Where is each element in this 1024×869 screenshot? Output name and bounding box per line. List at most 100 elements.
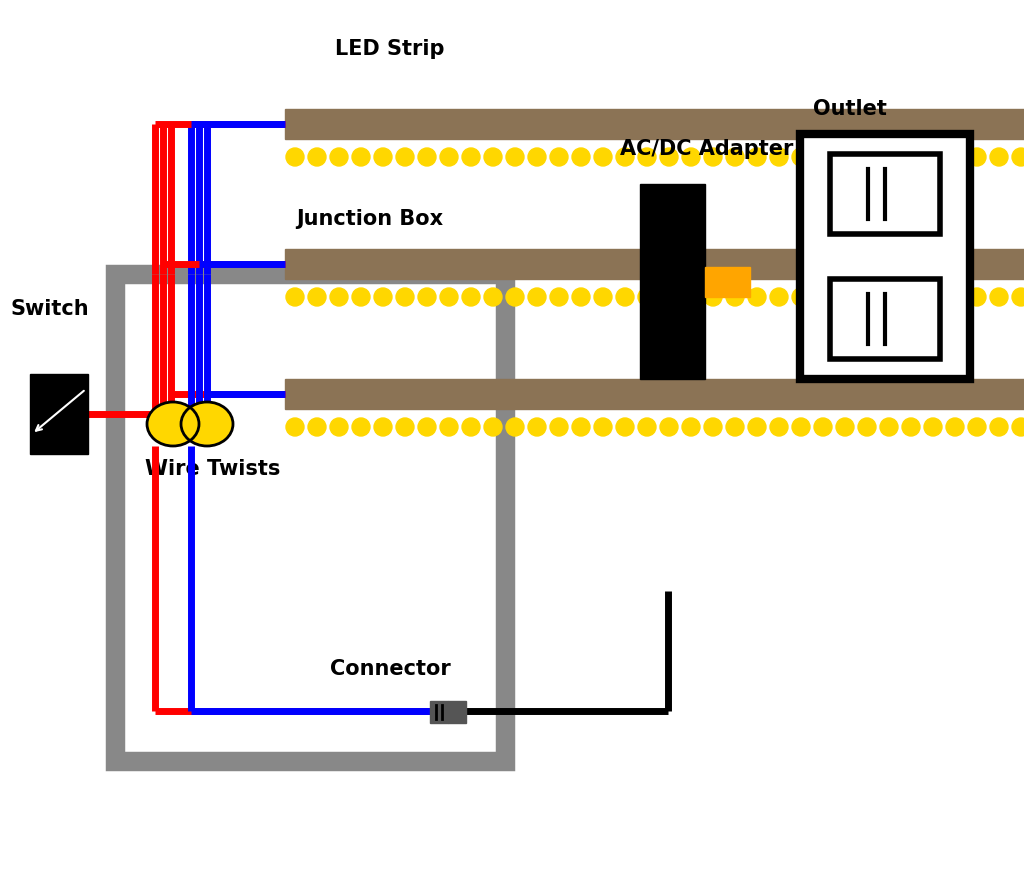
Bar — [705, 267, 750, 297]
Ellipse shape — [748, 418, 766, 436]
Bar — [830, 154, 940, 234]
Ellipse shape — [748, 148, 766, 166]
Ellipse shape — [594, 148, 612, 166]
Ellipse shape — [946, 148, 964, 166]
Ellipse shape — [440, 148, 458, 166]
Ellipse shape — [374, 148, 392, 166]
Ellipse shape — [550, 288, 568, 306]
Text: LED Strip: LED Strip — [335, 39, 444, 59]
Ellipse shape — [726, 148, 744, 166]
Ellipse shape — [572, 148, 590, 166]
Ellipse shape — [308, 418, 326, 436]
Ellipse shape — [770, 418, 788, 436]
Ellipse shape — [330, 288, 348, 306]
Bar — [449, 701, 466, 723]
Ellipse shape — [528, 418, 546, 436]
Ellipse shape — [147, 402, 199, 446]
Ellipse shape — [902, 418, 920, 436]
Ellipse shape — [858, 288, 876, 306]
Ellipse shape — [418, 148, 436, 166]
Bar — [285, 379, 1024, 409]
Ellipse shape — [1012, 148, 1024, 166]
Ellipse shape — [924, 288, 942, 306]
Bar — [30, 374, 88, 454]
Ellipse shape — [924, 418, 942, 436]
Ellipse shape — [924, 148, 942, 166]
Ellipse shape — [1012, 418, 1024, 436]
Ellipse shape — [880, 288, 898, 306]
Ellipse shape — [506, 288, 524, 306]
Ellipse shape — [396, 288, 414, 306]
Ellipse shape — [705, 148, 722, 166]
Bar — [800, 134, 970, 379]
Ellipse shape — [792, 148, 810, 166]
Ellipse shape — [968, 148, 986, 166]
Ellipse shape — [638, 418, 656, 436]
Ellipse shape — [990, 288, 1008, 306]
Ellipse shape — [748, 288, 766, 306]
Bar — [115, 274, 505, 761]
Ellipse shape — [660, 418, 678, 436]
Ellipse shape — [308, 288, 326, 306]
Ellipse shape — [396, 148, 414, 166]
Ellipse shape — [682, 288, 700, 306]
Ellipse shape — [770, 148, 788, 166]
Ellipse shape — [616, 288, 634, 306]
Ellipse shape — [638, 148, 656, 166]
Ellipse shape — [528, 148, 546, 166]
Ellipse shape — [858, 148, 876, 166]
Ellipse shape — [484, 288, 502, 306]
Ellipse shape — [462, 418, 480, 436]
Ellipse shape — [616, 148, 634, 166]
Ellipse shape — [506, 148, 524, 166]
Ellipse shape — [286, 288, 304, 306]
Ellipse shape — [946, 418, 964, 436]
Bar — [285, 249, 1024, 279]
Ellipse shape — [550, 148, 568, 166]
Ellipse shape — [660, 288, 678, 306]
Ellipse shape — [990, 148, 1008, 166]
Ellipse shape — [616, 418, 634, 436]
Ellipse shape — [705, 418, 722, 436]
Ellipse shape — [1012, 288, 1024, 306]
Ellipse shape — [572, 418, 590, 436]
Bar — [830, 279, 940, 359]
Text: Switch: Switch — [10, 299, 89, 319]
Text: Wire Twists: Wire Twists — [145, 459, 281, 479]
Ellipse shape — [506, 418, 524, 436]
Ellipse shape — [836, 148, 854, 166]
Ellipse shape — [792, 418, 810, 436]
Ellipse shape — [660, 148, 678, 166]
Ellipse shape — [286, 148, 304, 166]
Ellipse shape — [352, 148, 370, 166]
Ellipse shape — [418, 418, 436, 436]
Ellipse shape — [352, 288, 370, 306]
Ellipse shape — [484, 148, 502, 166]
Bar — [430, 701, 449, 723]
Text: AC/DC Adapter: AC/DC Adapter — [620, 139, 794, 159]
Ellipse shape — [484, 418, 502, 436]
Bar — [285, 109, 1024, 139]
Ellipse shape — [396, 418, 414, 436]
Ellipse shape — [858, 418, 876, 436]
Ellipse shape — [880, 418, 898, 436]
Text: Outlet: Outlet — [813, 99, 887, 119]
Bar — [640, 184, 705, 379]
Ellipse shape — [902, 148, 920, 166]
Text: Junction Box: Junction Box — [296, 209, 443, 229]
Ellipse shape — [836, 288, 854, 306]
Ellipse shape — [374, 288, 392, 306]
Ellipse shape — [638, 288, 656, 306]
Ellipse shape — [352, 418, 370, 436]
Ellipse shape — [308, 148, 326, 166]
Ellipse shape — [880, 148, 898, 166]
Ellipse shape — [770, 288, 788, 306]
Ellipse shape — [946, 288, 964, 306]
Ellipse shape — [440, 288, 458, 306]
Ellipse shape — [528, 288, 546, 306]
Ellipse shape — [330, 418, 348, 436]
Ellipse shape — [902, 288, 920, 306]
Ellipse shape — [682, 418, 700, 436]
Ellipse shape — [682, 148, 700, 166]
Ellipse shape — [968, 418, 986, 436]
